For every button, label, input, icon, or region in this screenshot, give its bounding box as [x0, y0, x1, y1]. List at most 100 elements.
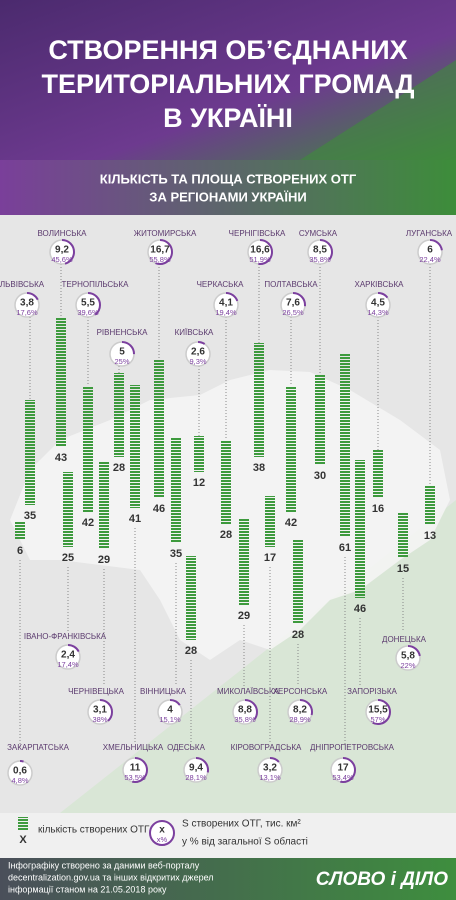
percent-label: 51,9% [249, 255, 271, 264]
percent-arc [365, 292, 391, 318]
area-label: 3,8 [20, 298, 34, 309]
percent-label: 4,8% [11, 776, 28, 785]
percent-label: 35,8% [309, 255, 331, 264]
area-label: 0,6 [13, 766, 27, 777]
percent-label: 38% [92, 715, 107, 724]
footer-source: decentralization.gov.ua та інших відкрит… [8, 872, 214, 882]
bar [194, 436, 204, 472]
percent-arc [14, 292, 40, 318]
bar [425, 486, 435, 525]
percent-label: 57% [370, 715, 385, 724]
count-label: 41 [129, 513, 141, 525]
area-label: 6 [427, 245, 433, 256]
area-label: 8,2 [293, 705, 307, 716]
percent-label: 19,4% [215, 308, 237, 317]
legend-label: S створених ОТГ, тис. км² [182, 819, 301, 830]
region-name: ЛУГАНСЬКА [406, 229, 453, 238]
legend-symbol: x% [157, 835, 168, 844]
percent-arc [49, 239, 75, 265]
count-label: 42 [82, 517, 94, 529]
bar [154, 360, 164, 498]
percent-arc [75, 292, 101, 318]
count-label: 17 [264, 552, 276, 564]
area-label: 5,5 [81, 298, 95, 309]
percent-label: 17,4% [57, 660, 79, 669]
percent-arc [287, 699, 313, 725]
area-label: 4 [167, 705, 173, 716]
percent-arc [232, 699, 258, 725]
bar [171, 438, 181, 543]
region-name: ЗАКАРПАТСЬКА [7, 743, 70, 752]
bar [293, 540, 303, 624]
percent-label: 28,9% [289, 715, 311, 724]
area-label: 4,1 [219, 298, 233, 309]
count-label: 38 [253, 462, 265, 474]
area-label: 8,8 [238, 705, 252, 716]
legend-symbol: x [159, 825, 165, 836]
percent-arc [55, 644, 81, 670]
region-name: ЗАПОРІЗЬКА [347, 687, 397, 696]
region-name: ОДЕСЬКА [167, 743, 205, 752]
legend-bar [18, 817, 28, 831]
bar [130, 385, 140, 508]
area-label: 9,4 [189, 763, 203, 774]
bar [63, 472, 73, 547]
area-label: 3,2 [263, 763, 277, 774]
bar [286, 386, 296, 512]
count-label: 43 [55, 452, 67, 464]
region-name: ЖИТОМИРСЬКА [134, 229, 197, 238]
percent-arc [109, 341, 135, 367]
title: В УКРАЇНІ [163, 103, 293, 133]
count-label: 15 [397, 563, 409, 575]
count-label: 28 [292, 629, 304, 641]
percent-arc [147, 239, 173, 265]
count-label: 46 [354, 603, 366, 615]
region-name: ХЕРСОНСЬКА [273, 687, 328, 696]
bar [265, 496, 275, 547]
bar [15, 522, 25, 540]
area-label: 15,5 [368, 705, 388, 716]
percent-label: 22% [400, 661, 415, 670]
count-label: 25 [62, 552, 74, 564]
count-label: 42 [285, 517, 297, 529]
region-name: ВОЛИНСЬКА [37, 229, 87, 238]
header-accent [300, 60, 456, 160]
percent-arc [183, 757, 209, 783]
percent-arc [307, 239, 333, 265]
percent-arc [417, 239, 443, 265]
region-name: РІВНЕНСЬКА [97, 328, 148, 337]
title: СТВОРЕННЯ ОБ’ЄДНАНИХ [48, 35, 407, 65]
footer-bg [0, 858, 456, 900]
legend-bg [0, 813, 456, 858]
percent-arc [257, 757, 283, 783]
percent-label: 35,8% [234, 715, 256, 724]
title: ТЕРИТОРІАЛЬНИХ ГРОМАД [41, 69, 414, 99]
area-label: 9,2 [55, 245, 69, 256]
footer-source: Інфографіку створено за даними веб-порта… [8, 860, 200, 870]
region-name: ІВАНО-ФРАНКІВСЬКА [24, 632, 107, 641]
area-label: 5,8 [401, 651, 415, 662]
area-label: 11 [130, 763, 141, 774]
percent-arc [365, 699, 391, 725]
percent-label: 17,6% [16, 308, 38, 317]
region-name: МИКОЛАЇВСЬКА [217, 687, 280, 696]
area-label: 3,1 [93, 705, 107, 716]
bar [221, 440, 231, 524]
count-label: 35 [170, 548, 182, 560]
percent-label: 13,1% [259, 773, 281, 782]
count-label: 28 [113, 462, 125, 474]
bar [315, 375, 325, 465]
bar [254, 343, 264, 457]
percent-arc [87, 699, 113, 725]
bar [340, 354, 350, 537]
region-name: КІРОВОГРАДСЬКА [231, 743, 302, 752]
count-label: 16 [372, 503, 384, 515]
area-label: 4,5 [371, 298, 385, 309]
percent-label: 15,1% [159, 715, 181, 724]
region-name: ДОНЕЦЬКА [382, 635, 427, 644]
region-name: ХАРКІВСЬКА [355, 280, 405, 289]
logo: СЛОВО і ДІЛО [316, 869, 448, 890]
bar [355, 460, 365, 598]
percent-label: 26,5% [282, 308, 304, 317]
count-label: 46 [153, 503, 165, 515]
